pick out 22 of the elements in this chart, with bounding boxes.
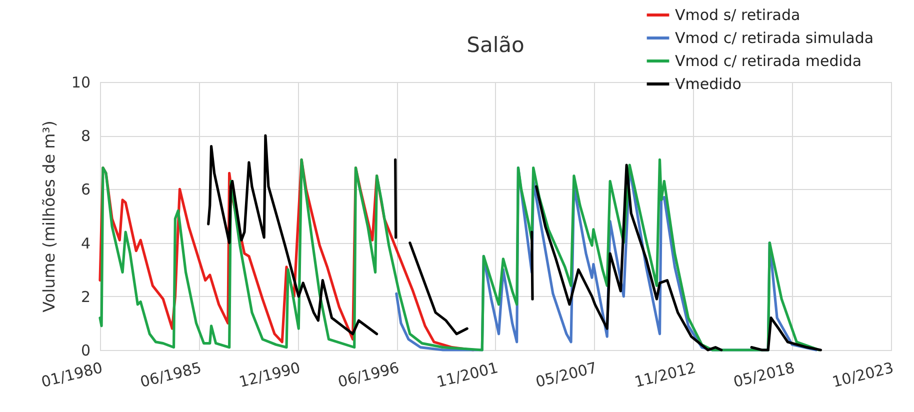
x-tick-label: 05/2018: [732, 358, 796, 392]
x-tick-label: 01/1980: [40, 358, 104, 392]
x-tick-label: 11/2001: [435, 358, 500, 392]
y-tick-label: 4: [80, 234, 90, 252]
x-tick-label: 11/2012: [632, 358, 698, 392]
line-series: [98, 158, 821, 352]
legend-label: Vmedido: [675, 75, 742, 93]
x-tick-label: 06/1985: [138, 358, 204, 392]
y-tick-label: 0: [80, 342, 90, 360]
legend-label: Vmod s/ retirada: [675, 6, 800, 24]
x-tick-label: 06/1996: [336, 358, 401, 392]
y-tick-label: 6: [80, 180, 90, 199]
y-axis-title: Volume (milhões de m³): [39, 120, 58, 312]
legend-label: Vmod c/ retirada medida: [675, 52, 862, 70]
y-tick-label: 10: [71, 74, 90, 92]
x-tick-label: 05/2007: [534, 358, 599, 392]
y-tick-label: 2: [80, 288, 90, 306]
x-tick-label: 10/2023: [830, 358, 896, 392]
y-tick-label: 8: [80, 127, 90, 146]
chart-title: Salão: [466, 33, 524, 57]
legend-label: Vmod c/ retirada simulada: [675, 29, 874, 47]
x-tick-label: 12/1990: [237, 358, 302, 392]
